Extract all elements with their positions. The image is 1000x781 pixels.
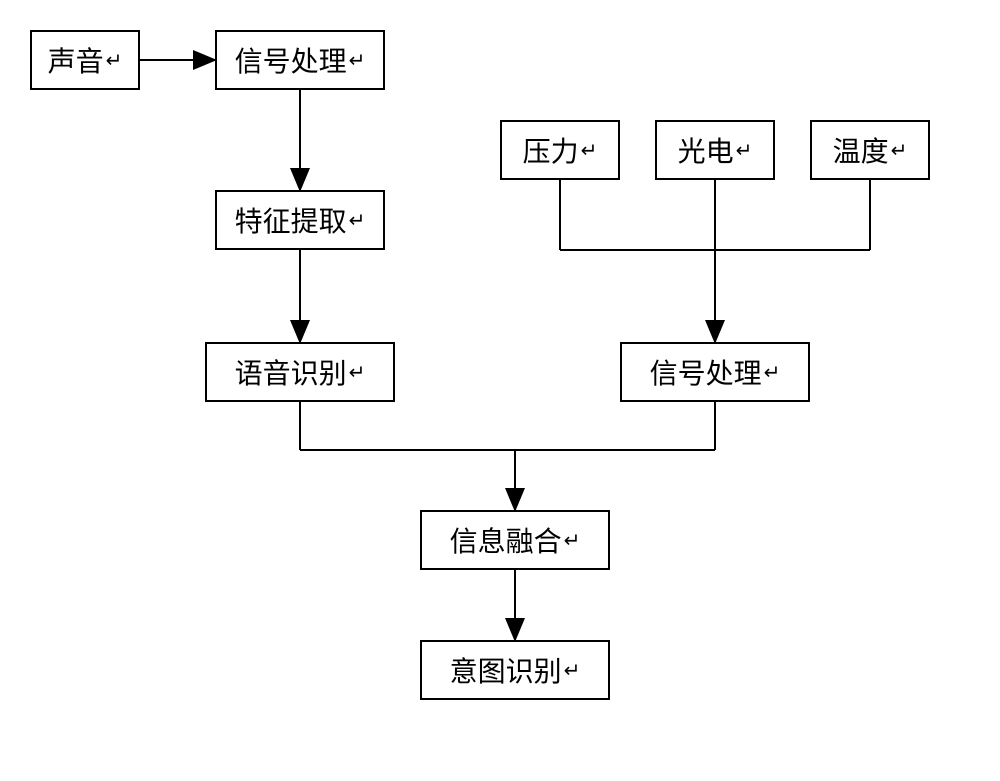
flowchart-edges [0,0,1000,781]
